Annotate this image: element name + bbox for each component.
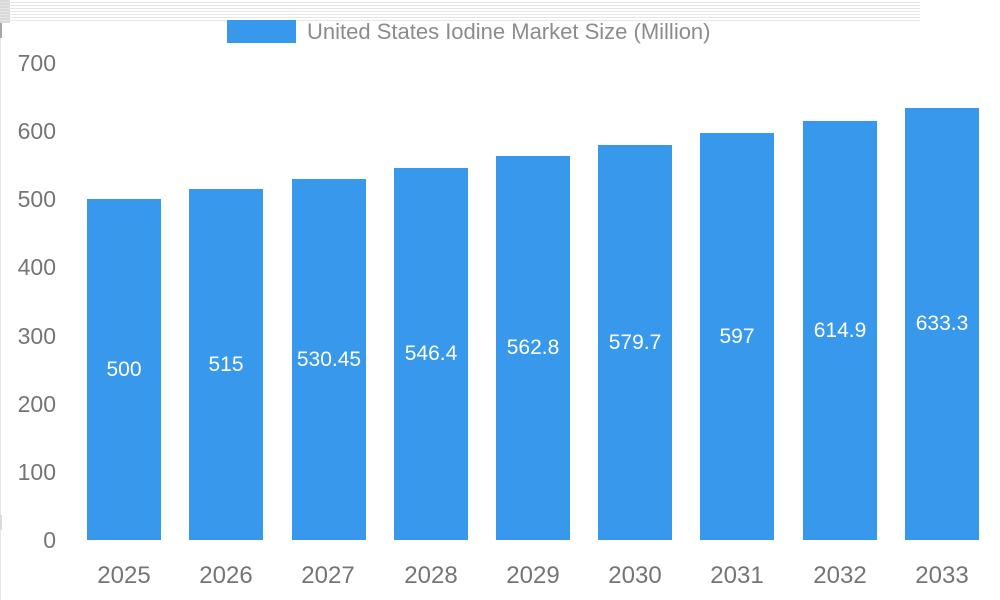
y-tick-label: 0 bbox=[43, 527, 56, 553]
bar[interactable]: 515 bbox=[189, 189, 263, 540]
y-gridline bbox=[0, 11, 920, 12]
legend-swatch bbox=[227, 20, 296, 43]
bar[interactable]: 562.8 bbox=[496, 156, 570, 540]
chart-legend[interactable]: United States Iodine Market Size (Millio… bbox=[227, 20, 711, 43]
x-tick-mark bbox=[0, 515, 2, 530]
y-gridline bbox=[0, 8, 920, 9]
x-tick-label: 2033 bbox=[915, 562, 969, 589]
y-gridline bbox=[0, 20, 920, 21]
y-tick-mark bbox=[0, 21, 10, 23]
bar-value-label: 515 bbox=[208, 352, 244, 376]
y-tick-label: 500 bbox=[17, 186, 56, 212]
bar[interactable]: 579.7 bbox=[598, 145, 672, 540]
y-tick-label: 100 bbox=[17, 459, 56, 485]
y-gridline bbox=[0, 2, 920, 3]
y-gridline bbox=[0, 14, 920, 15]
bar[interactable]: 500 bbox=[87, 199, 161, 540]
bar-value-label: 633.3 bbox=[915, 312, 969, 335]
x-tick-label: 2028 bbox=[404, 562, 458, 589]
y-tick-label: 600 bbox=[17, 118, 56, 144]
x-tick-label: 2031 bbox=[710, 562, 764, 589]
y-tick-mark bbox=[0, 18, 10, 20]
bar[interactable]: 633.3 bbox=[905, 108, 979, 540]
bar-value-label: 500 bbox=[106, 357, 142, 381]
bar-value-label: 597 bbox=[719, 324, 755, 348]
bar-value-label: 530.45 bbox=[296, 347, 362, 371]
x-tick-label: 2030 bbox=[608, 562, 662, 589]
y-tick-label: 200 bbox=[17, 391, 56, 417]
y-tick-label: 700 bbox=[17, 50, 56, 76]
bar[interactable]: 530.45 bbox=[292, 179, 366, 540]
bar[interactable]: 597 bbox=[700, 133, 774, 540]
y-tick-mark bbox=[0, 0, 10, 2]
legend-label: United States Iodine Market Size (Millio… bbox=[307, 19, 711, 44]
x-tick-label: 2029 bbox=[506, 562, 560, 589]
bar[interactable]: 546.4 bbox=[394, 168, 468, 540]
y-gridline bbox=[0, 17, 920, 18]
x-tick-label: 2026 bbox=[199, 562, 253, 589]
bar[interactable]: 614.9 bbox=[803, 121, 877, 540]
y-tick-label: 300 bbox=[17, 323, 56, 349]
x-tick-label: 2027 bbox=[301, 562, 355, 589]
y-tick-mark bbox=[0, 6, 10, 8]
x-gridline bbox=[0, 38, 1, 515]
bar-value-label: 546.4 bbox=[404, 342, 458, 365]
bar-value-label: 579.7 bbox=[608, 330, 662, 354]
x-tick-label: 2025 bbox=[97, 562, 151, 589]
y-tick-mark bbox=[0, 3, 10, 5]
bar-value-label: 562.8 bbox=[506, 336, 560, 359]
y-tick-label: 400 bbox=[17, 254, 56, 280]
x-tick-label: 2032 bbox=[813, 562, 867, 589]
y-tick-mark bbox=[0, 12, 10, 14]
x-tick-mark bbox=[0, 23, 2, 38]
y-tick-mark bbox=[0, 9, 10, 11]
bar-value-label: 614.9 bbox=[813, 318, 867, 342]
y-tick-mark bbox=[0, 15, 10, 17]
y-gridline bbox=[0, 5, 920, 6]
x-gridline bbox=[0, 530, 1, 600]
